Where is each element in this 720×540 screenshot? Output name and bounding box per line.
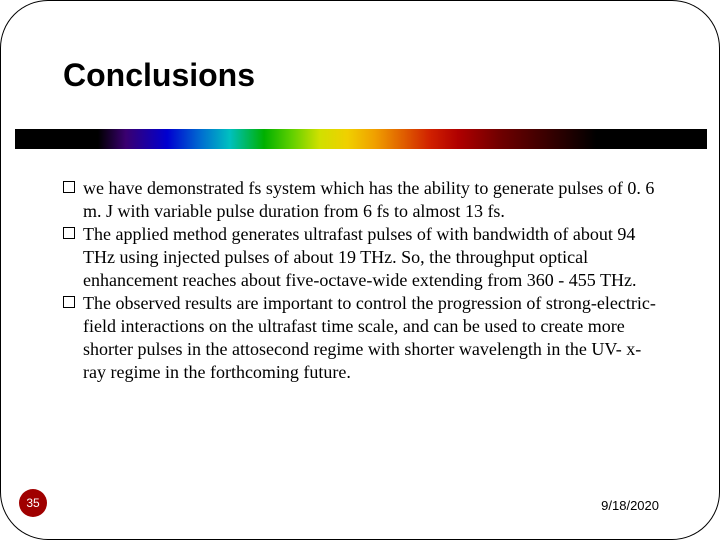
checkbox-icon [63,227,75,239]
bullet-text: The observed results are important to co… [83,293,656,382]
bullet-item: The applied method generates ultrafast p… [63,223,663,292]
bullet-text: The applied method generates ultrafast p… [83,224,636,290]
checkbox-icon [63,296,75,308]
spectrum-divider [15,129,707,149]
checkbox-icon [63,181,75,193]
body-text: we have demonstrated fs system which has… [63,177,663,384]
bullet-text: we have demonstrated fs system which has… [83,178,654,221]
page-number: 35 [26,496,39,510]
bullet-item: we have demonstrated fs system which has… [63,177,663,223]
page-number-badge: 35 [19,489,47,517]
slide-title: Conclusions [63,57,255,94]
slide-date: 9/18/2020 [601,498,659,513]
slide-frame: Conclusions we have demonstrated fs syst… [0,0,720,540]
bullet-item: The observed results are important to co… [63,292,663,384]
